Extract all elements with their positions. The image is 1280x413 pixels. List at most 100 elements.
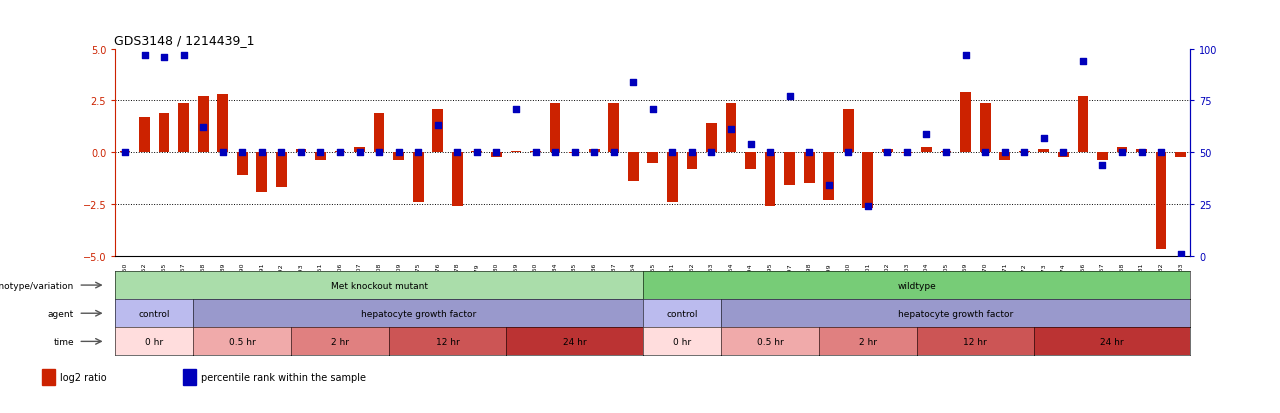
- Text: genotype/variation: genotype/variation: [0, 281, 74, 290]
- Bar: [1038, 150, 1050, 153]
- Point: [643, 106, 663, 113]
- Point: [447, 150, 467, 156]
- Bar: [844, 109, 854, 153]
- Point: [173, 52, 193, 59]
- Bar: [726, 103, 736, 153]
- Bar: [863, 153, 873, 209]
- Bar: [979, 103, 991, 153]
- Point: [877, 150, 897, 156]
- Point: [682, 150, 703, 156]
- Bar: [492, 153, 502, 158]
- Text: 24 hr: 24 hr: [1101, 337, 1124, 346]
- Bar: [1156, 153, 1166, 250]
- Bar: [941, 152, 951, 153]
- Point: [1112, 150, 1133, 156]
- Bar: [413, 153, 424, 202]
- Text: Met knockout mutant: Met knockout mutant: [330, 281, 428, 290]
- Bar: [374, 114, 384, 153]
- Point: [799, 150, 819, 156]
- Point: [134, 52, 155, 59]
- Bar: [882, 150, 892, 153]
- Bar: [178, 103, 189, 153]
- Bar: [549, 103, 561, 153]
- Bar: [1019, 152, 1029, 153]
- Point: [271, 150, 292, 156]
- Point: [212, 150, 233, 156]
- Bar: [355, 148, 365, 153]
- Bar: [686, 153, 698, 169]
- Point: [1014, 150, 1034, 156]
- Bar: [218, 95, 228, 153]
- Text: 12 hr: 12 hr: [964, 337, 987, 346]
- Text: agent: agent: [47, 309, 74, 318]
- Bar: [296, 150, 306, 153]
- Point: [916, 131, 937, 138]
- Point: [525, 150, 545, 156]
- Point: [564, 150, 585, 156]
- Point: [349, 150, 370, 156]
- Text: 24 hr: 24 hr: [563, 337, 586, 346]
- Point: [154, 55, 174, 61]
- Bar: [628, 153, 639, 182]
- Point: [858, 203, 878, 210]
- Bar: [1116, 148, 1128, 153]
- Point: [662, 150, 682, 156]
- Point: [1092, 162, 1112, 169]
- Point: [252, 150, 273, 156]
- Bar: [159, 114, 169, 153]
- Point: [1033, 135, 1053, 142]
- Point: [995, 150, 1015, 156]
- Bar: [256, 153, 268, 192]
- Point: [1132, 150, 1152, 156]
- Point: [428, 123, 448, 129]
- Bar: [237, 153, 247, 176]
- Point: [701, 150, 722, 156]
- Point: [1073, 59, 1093, 65]
- Bar: [140, 118, 150, 153]
- Text: percentile rank within the sample: percentile rank within the sample: [201, 372, 366, 382]
- Bar: [901, 153, 913, 154]
- Bar: [922, 148, 932, 153]
- Point: [603, 150, 623, 156]
- Point: [1053, 150, 1074, 156]
- Bar: [1078, 97, 1088, 153]
- Text: 0 hr: 0 hr: [673, 337, 691, 346]
- Point: [897, 150, 918, 156]
- Bar: [648, 153, 658, 163]
- Point: [838, 150, 859, 156]
- Text: 2 hr: 2 hr: [332, 337, 349, 346]
- Point: [721, 127, 741, 133]
- Bar: [745, 153, 756, 169]
- Bar: [530, 152, 541, 153]
- Point: [975, 150, 996, 156]
- Bar: [334, 152, 346, 153]
- Bar: [1175, 153, 1187, 158]
- Point: [310, 150, 330, 156]
- Text: hepatocyte growth factor: hepatocyte growth factor: [361, 309, 476, 318]
- Bar: [119, 152, 131, 153]
- Bar: [511, 152, 521, 153]
- Bar: [608, 103, 620, 153]
- Text: 0.5 hr: 0.5 hr: [756, 337, 783, 346]
- Text: time: time: [54, 337, 74, 346]
- Text: 2 hr: 2 hr: [859, 337, 877, 346]
- Text: 12 hr: 12 hr: [435, 337, 460, 346]
- Text: wildtype: wildtype: [897, 281, 936, 290]
- Point: [955, 52, 975, 59]
- Point: [623, 79, 644, 86]
- Bar: [1097, 153, 1107, 161]
- Point: [193, 125, 214, 131]
- Bar: [433, 109, 443, 153]
- Text: 0 hr: 0 hr: [145, 337, 164, 346]
- Bar: [570, 153, 580, 154]
- Bar: [1059, 153, 1069, 158]
- Bar: [764, 153, 776, 206]
- Point: [115, 150, 136, 156]
- Bar: [276, 153, 287, 188]
- Point: [506, 106, 526, 113]
- Point: [1170, 251, 1190, 257]
- Bar: [785, 153, 795, 186]
- Point: [369, 150, 389, 156]
- Text: control: control: [138, 309, 170, 318]
- Point: [291, 150, 311, 156]
